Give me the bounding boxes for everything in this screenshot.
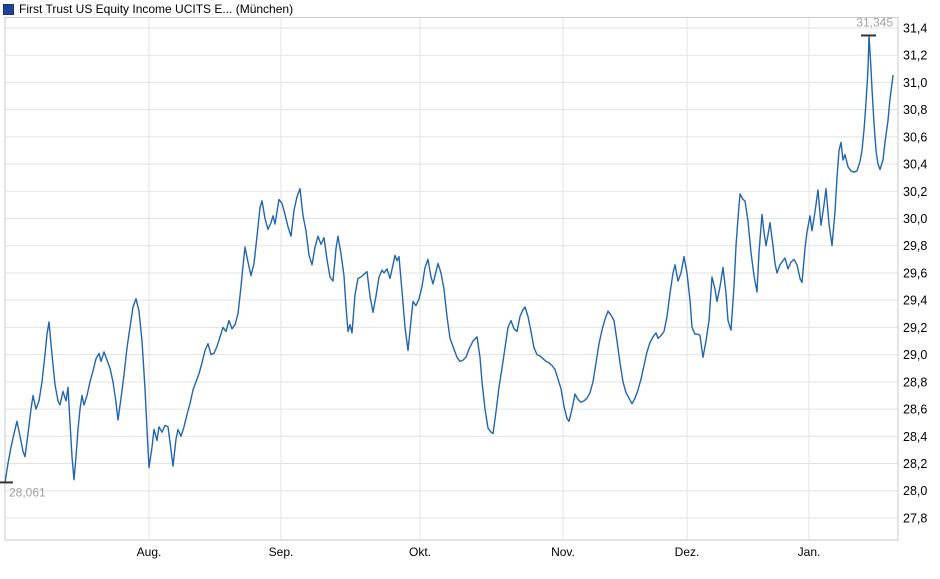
y-axis-label: 28,4: [903, 430, 927, 444]
y-axis-label: 30,2: [903, 185, 927, 199]
y-axis-label: 30,8: [903, 103, 927, 117]
x-axis-label: Jan.: [798, 545, 821, 559]
plot-border: [4, 17, 899, 541]
y-axis-label: 31,0: [903, 76, 927, 90]
y-axis-label: 29,0: [903, 348, 927, 362]
chart-title: First Trust US Equity Income UCITS E... …: [19, 2, 294, 16]
x-axis-label: Aug.: [137, 545, 162, 559]
y-axis-label: 28,0: [903, 484, 927, 498]
y-axis-label: 29,4: [903, 294, 927, 308]
y-axis-label: 29,2: [903, 321, 927, 335]
y-axis-label: 27,8: [903, 511, 927, 525]
y-axis-label: 29,8: [903, 239, 927, 253]
x-axis-label: Sep.: [269, 545, 294, 559]
y-axis-label: 29,6: [903, 266, 927, 280]
high-annotation-label: 31,345: [856, 15, 893, 29]
price-line: [4, 34, 894, 484]
x-axis-label: Dez.: [675, 545, 700, 559]
low-annotation-label: 28,061: [9, 485, 46, 499]
series-legend-swatch: [3, 3, 14, 15]
x-axis-label: Nov.: [551, 545, 575, 559]
y-axis-label: 31,2: [903, 49, 927, 63]
y-axis-label: 30,0: [903, 212, 927, 226]
x-axis-label: Okt.: [409, 545, 431, 559]
y-axis-label: 28,2: [903, 457, 927, 471]
y-axis-label: 30,6: [903, 130, 927, 144]
y-axis-label: 30,4: [903, 158, 927, 172]
y-axis-label: 31,4: [903, 21, 927, 35]
y-axis-label: 28,8: [903, 375, 927, 389]
y-axis-label: 28,6: [903, 403, 927, 417]
chart-title-row: First Trust US Equity Income UCITS E... …: [3, 2, 293, 16]
